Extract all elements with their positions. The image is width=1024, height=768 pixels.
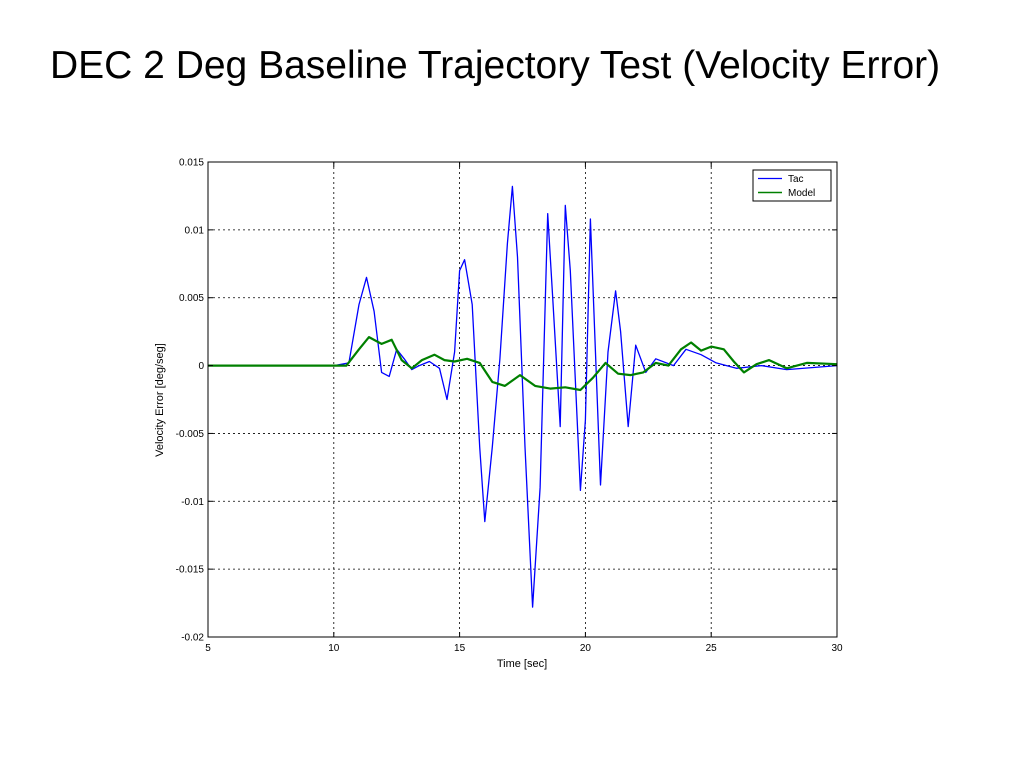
legend-label-tac: Tac (788, 174, 804, 185)
x-tick-label: 5 (205, 643, 211, 654)
series-lines (208, 185, 838, 608)
x-tick-label: 20 (580, 643, 592, 654)
x-axis-label: Time [sec] (497, 658, 547, 670)
y-tick-label: 0.01 (185, 225, 205, 236)
x-tick-label: 15 (454, 643, 466, 654)
x-tick-label: 10 (328, 643, 340, 654)
series-line-model (208, 336, 838, 392)
legend-label-model: Model (788, 188, 815, 199)
y-tick-label: -0.005 (176, 429, 205, 440)
plot-area-frame (207, 161, 838, 638)
y-tick-label: -0.02 (181, 633, 204, 644)
x-tick-label: 25 (706, 643, 718, 654)
y-tick-label: 0.015 (179, 158, 204, 169)
axis-ticks (207, 161, 838, 638)
series-line-tac (208, 185, 838, 608)
tick-labels: 5 10 15 20 25 30 0.015 0.01 0.005 0 -0.005 -0.01 -0.… (176, 158, 843, 655)
grid-lines (208, 162, 837, 637)
y-axis-label: Velocity Error [deg/seg] (154, 343, 166, 457)
slide-title: DEC 2 Deg Baseline Trajectory Test (Velo… (50, 44, 941, 87)
legend: Tac Model (752, 169, 832, 202)
y-tick-label: -0.01 (181, 497, 204, 508)
y-tick-label: -0.015 (176, 565, 205, 576)
legend-box (752, 169, 832, 202)
y-tick-label: 0 (198, 361, 204, 372)
y-tick-label: 0.005 (179, 293, 204, 304)
x-tick-label: 30 (831, 643, 843, 654)
